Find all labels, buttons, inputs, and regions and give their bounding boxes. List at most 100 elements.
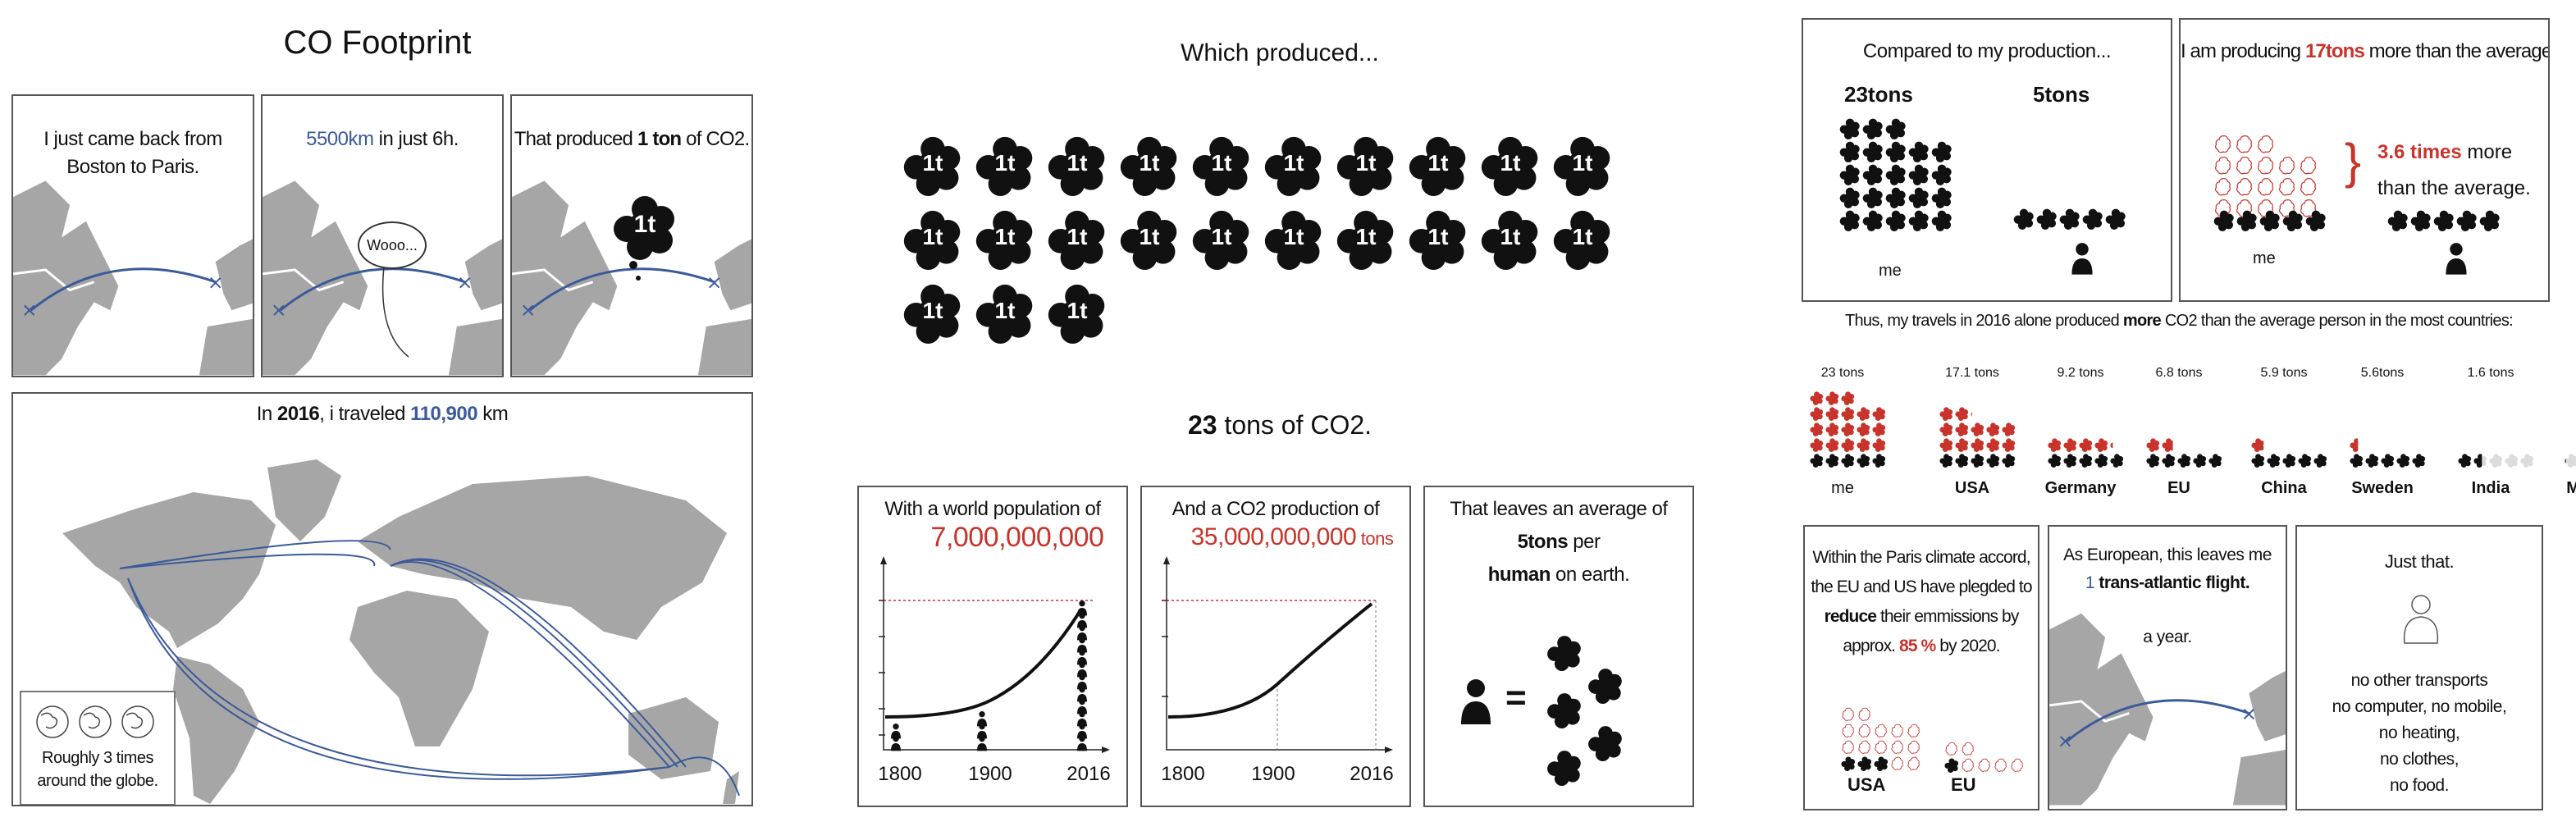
co2-cloud-icon bbox=[2433, 210, 2455, 231]
co2-cloud-icon bbox=[1839, 141, 1861, 162]
x-tick-label: 1900 bbox=[1251, 763, 1295, 785]
co2-cloud-1t: 1t bbox=[902, 209, 963, 270]
panel-world-map: In 2016, i traveled 110,900 km Roughly 3… bbox=[11, 392, 753, 806]
co2-cloud-icon bbox=[1872, 438, 1886, 452]
tons-label: 6.8 tons bbox=[2155, 366, 2203, 380]
tons-pictogram bbox=[2565, 454, 2576, 469]
panel-more: I am producing 17tons more than the aver… bbox=[2179, 18, 2550, 302]
paris-text: Within the Paris climate accord, the EU a… bbox=[1811, 548, 2032, 655]
tons-label: 5.9 tons bbox=[2260, 366, 2308, 380]
tons-pictogram bbox=[1810, 391, 1888, 469]
panel-paris-accord: Within the Paris climate accord, the EU a… bbox=[1803, 525, 2039, 810]
co2-cloud-icon bbox=[2458, 454, 2472, 468]
a-year-text: a year. bbox=[2143, 628, 2192, 646]
co2-cloud-icon bbox=[1841, 407, 1855, 421]
co2-cloud-outline-icon bbox=[1841, 707, 1856, 722]
avg-clouds bbox=[2387, 210, 2502, 233]
tons-label: 1.6 tons bbox=[2467, 366, 2514, 380]
panel-boston-paris: I just came back from Boston to Paris. bbox=[11, 94, 254, 377]
co2-cloud-outline-icon bbox=[2277, 177, 2297, 197]
panel-compare: Compared to my production... 23tons 5ton… bbox=[1802, 18, 2172, 302]
co2-cloud-icon bbox=[1986, 454, 2000, 468]
usa-label: USA bbox=[1848, 774, 1886, 795]
co2-cloud-outline-icon bbox=[2235, 135, 2254, 154]
co2-cloud-1t: 1t bbox=[1263, 209, 1324, 270]
country-china: 5.9 tons China bbox=[2243, 356, 2341, 512]
co2-cloud-icon bbox=[2505, 454, 2519, 468]
co2-cloud-icon bbox=[1825, 454, 1839, 468]
co2-cloud-icon bbox=[1857, 407, 1870, 421]
average-human: human on earth. bbox=[1487, 564, 1630, 586]
co2-cloud-icon bbox=[2412, 454, 2426, 468]
eu-label: EU bbox=[1951, 774, 1976, 795]
co2-cloud-icon bbox=[1931, 141, 1953, 162]
co2-cloud-outline-icon bbox=[1907, 756, 1921, 771]
co2-cloud-icon bbox=[2387, 210, 2409, 231]
x-tick-label: 2016 bbox=[1350, 763, 1394, 785]
co2-cloud-icon bbox=[2146, 454, 2160, 468]
me-label: me bbox=[2253, 249, 2276, 267]
co2-cloud-icon bbox=[1825, 391, 1839, 405]
co2-cloud-icon bbox=[2036, 208, 2058, 230]
country-name: EU bbox=[2167, 479, 2190, 497]
co2-cloud-1t: 1t bbox=[1480, 209, 1541, 270]
co2-cloud-1t: 1t bbox=[1408, 209, 1468, 270]
co2-cloud-icon bbox=[2267, 454, 2281, 468]
co2-cloud-outline-icon bbox=[1841, 740, 1856, 755]
country-india: 1.6 tons India bbox=[2450, 356, 2548, 512]
x-tick-label: 1800 bbox=[1161, 763, 1205, 785]
co2-cloud-icon bbox=[2079, 454, 2093, 468]
co2-cloud-icon bbox=[1546, 635, 1583, 671]
co2-cloud-icon bbox=[1955, 454, 1969, 468]
country-name: me bbox=[1831, 479, 1854, 497]
person-icon bbox=[2445, 241, 2468, 276]
tons-label: .1 tons bbox=[2556, 366, 2576, 381]
co2-cloud-1t: 1t bbox=[1336, 209, 1396, 270]
me-clouds bbox=[1839, 118, 1954, 233]
co2-cloud-icon bbox=[2396, 454, 2410, 468]
co2-cloud-icon bbox=[2565, 454, 2576, 468]
co2-cloud-icon bbox=[2193, 454, 2207, 468]
population-text: With a world population of bbox=[884, 498, 1101, 520]
co2-cloud-1t: 1t bbox=[1408, 135, 1468, 196]
co2-cloud-icon bbox=[1839, 164, 1861, 185]
country-name: Madagascar bbox=[2566, 479, 2576, 497]
tons-pictogram bbox=[2458, 454, 2536, 469]
co2-cloud-outline-icon bbox=[1890, 724, 1905, 738]
panel-co2-production: And a CO2 production of 35,000,000,000 t… bbox=[1140, 486, 1411, 807]
co2-cloud-icon bbox=[2489, 454, 2503, 468]
co2-cloud-icon bbox=[1955, 422, 1969, 436]
left-title: CO Footprint bbox=[283, 25, 472, 61]
co2-cloud-icon bbox=[1872, 422, 1886, 436]
co2-cloud-1t: 1t bbox=[1552, 209, 1613, 270]
co2-cloud-1t: 1t bbox=[1047, 135, 1108, 196]
country-usa: 17.1 tons USA bbox=[1931, 356, 2030, 512]
co2-cloud-icon bbox=[1931, 164, 1953, 185]
person-icon bbox=[1077, 600, 1087, 616]
tons-pictogram bbox=[2048, 438, 2126, 469]
co2-cloud-icon bbox=[1810, 391, 1824, 405]
co2-cloud-icon bbox=[1857, 756, 1872, 771]
co2-cloud-outline-icon bbox=[1841, 724, 1856, 738]
co2-cloud-icon bbox=[1841, 438, 1855, 452]
extra-clouds bbox=[2213, 135, 2320, 220]
cloud-label: 1t bbox=[1427, 224, 1449, 249]
co2-cloud-icon bbox=[1841, 454, 1855, 468]
co2-cloud-outline-icon bbox=[2256, 135, 2276, 154]
co2-cloud-1t: 1t bbox=[1480, 135, 1541, 196]
co2-cloud-icon bbox=[1986, 438, 2000, 452]
just-title: Just that. bbox=[2384, 551, 2455, 572]
me-label: me bbox=[1879, 262, 1902, 280]
cloud-label: 1t bbox=[1066, 224, 1088, 249]
me-tons: 23tons bbox=[1844, 82, 1913, 107]
co2-cloud-icon bbox=[2213, 210, 2235, 231]
population-chart bbox=[879, 556, 1110, 753]
co2-cloud-icon bbox=[1810, 454, 1824, 468]
co2-cloud-icon bbox=[2479, 210, 2501, 231]
co2-cloud-grid: 1t 1t 1t 1t 1t 1t 1t 1t 1t 1t 1t 1t 1t 1t 1t 1t 1t 1t 1t 1t… bbox=[902, 135, 1641, 373]
co2-cloud-outline-icon bbox=[1857, 724, 1872, 738]
co2-cloud-icon bbox=[2298, 454, 2312, 468]
tons-label: 5.6tons bbox=[2360, 366, 2405, 380]
co2-cloud-icon bbox=[1546, 750, 1583, 786]
co2-cloud-icon bbox=[1546, 692, 1583, 728]
